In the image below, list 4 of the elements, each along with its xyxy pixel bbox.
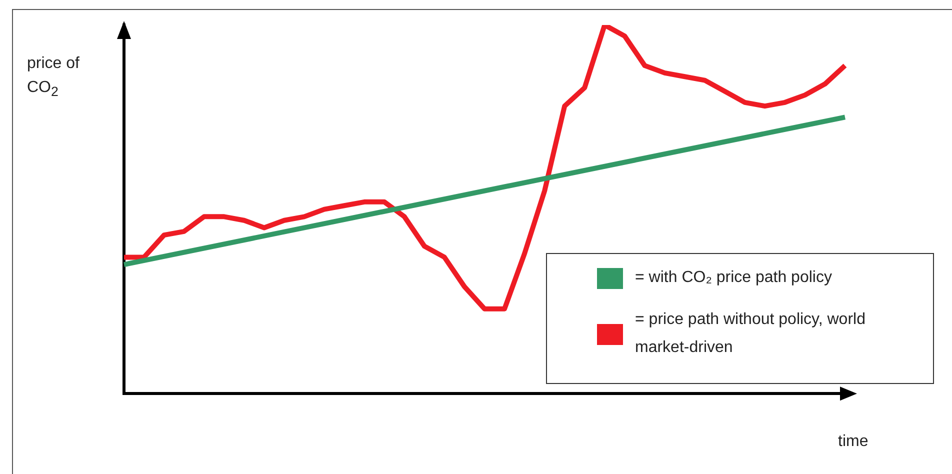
y-axis-title: price of CO$_{2}$ [27, 54, 80, 102]
legend-label: = price path without policy, world market-driven [635, 310, 866, 358]
legend-label: = with CO₂ price path policy [635, 268, 833, 288]
x-axis-title: time [838, 433, 868, 451]
